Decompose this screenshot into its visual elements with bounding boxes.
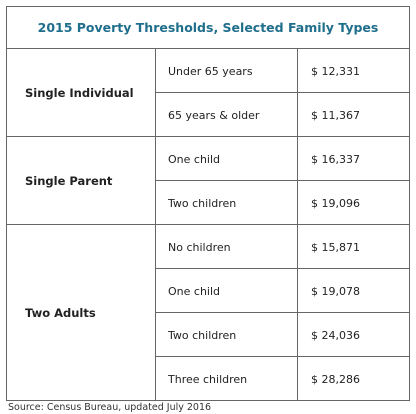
row-divider (156, 268, 409, 269)
row-divider (156, 180, 409, 181)
threshold-value: $ 12,331 (311, 64, 360, 78)
row-divider (156, 92, 409, 93)
family-type: Three children (156, 357, 298, 401)
source-note: Source: Census Bureau, updated July 2016 (8, 402, 212, 413)
table: 2015 Poverty Thresholds, Selected Family… (6, 6, 410, 401)
family-type: One child (156, 269, 298, 313)
family-type: One child (156, 137, 298, 181)
group-label: Two Adults (7, 225, 156, 401)
table-title: 2015 Poverty Thresholds, Selected Family… (7, 7, 409, 49)
threshold-value: $ 15,871 (311, 240, 360, 254)
family-type: Two children (156, 181, 298, 225)
threshold-value: $ 11,367 (311, 108, 360, 122)
group-label: Single Parent (7, 137, 156, 225)
family-type: No children (156, 225, 298, 269)
family-type: 65 years & older (156, 93, 298, 137)
family-type: Two children (156, 313, 298, 357)
threshold-value: $ 16,337 (311, 152, 360, 166)
row-divider (156, 356, 409, 357)
row-divider (7, 136, 409, 137)
family-type: Under 65 years (156, 49, 298, 93)
row-divider (156, 312, 409, 313)
row-divider (7, 224, 409, 225)
group-label: Single Individual (7, 49, 156, 137)
threshold-value: $ 19,096 (311, 196, 360, 210)
threshold-value: $ 19,078 (311, 284, 360, 298)
threshold-value: $ 24,036 (311, 328, 360, 342)
threshold-value: $ 28,286 (311, 372, 360, 386)
